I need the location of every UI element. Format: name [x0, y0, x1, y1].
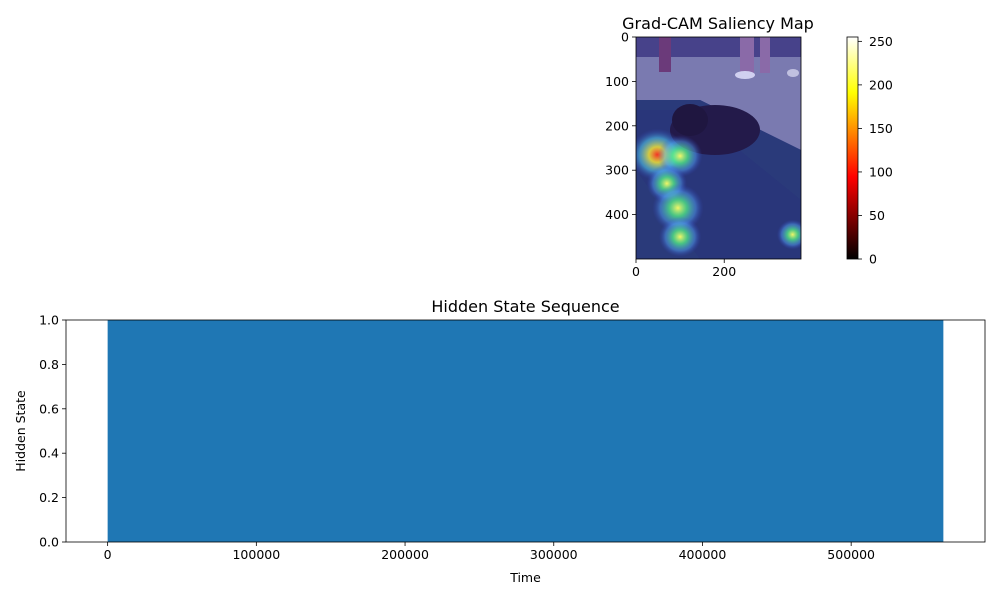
saliency-y-tick-label: 0: [621, 30, 629, 45]
saliency-y-tick-label: 200: [605, 118, 629, 133]
hs-x-tick-label: 0: [104, 547, 112, 562]
hs-x-tick-label: 500000: [827, 547, 875, 562]
saliency-y-tick-label: 100: [605, 74, 629, 89]
saliency-hotspot-4: [658, 216, 702, 257]
hs-x-tick-label: 400000: [679, 547, 727, 562]
colorbar-tick-label: 50: [869, 208, 885, 223]
hs-y-tick-label: 0.6: [39, 401, 59, 416]
saliency-image: [636, 37, 801, 259]
colorbar-tick-label: 100: [869, 164, 893, 179]
colorbar-tick-label: 250: [869, 34, 893, 49]
hidden-state-chart: Hidden State Sequence 0 100000 200000 30000…: [13, 297, 986, 585]
saliency-y-tick-label: 400: [605, 207, 629, 222]
hs-y-tick-label: 0.8: [39, 357, 59, 372]
saliency-y-tick-label: 300: [605, 163, 629, 178]
colorbar-tick-label: 200: [869, 77, 893, 92]
hs-y-tick-label: 0.2: [39, 490, 59, 505]
y-axis-label: Hidden State: [13, 390, 28, 472]
colorbar-tick-label: 150: [869, 121, 893, 136]
x-axis-label: Time: [509, 570, 541, 585]
saliency-x-tick-label: 200: [712, 264, 736, 279]
hs-x-tick-label: 300000: [530, 547, 578, 562]
hidden-state-area: [107, 320, 944, 542]
saliency-x-tick-label: 0: [632, 264, 640, 279]
hs-x-tick-label: 200000: [381, 547, 429, 562]
saliency-title: Grad-CAM Saliency Map: [622, 14, 814, 33]
hs-y-tick-label: 0.4: [39, 446, 59, 461]
saliency-chart: Grad-CAM Saliency Map 0 2000100200300400 …: [605, 14, 893, 279]
hs-x-tick-label: 100000: [232, 547, 280, 562]
colorbar: [846, 36, 859, 260]
saliency-hotspot-5: [776, 219, 801, 250]
hs-y-tick-label: 1.0: [39, 313, 59, 328]
hs-y-tick-label: 0.0: [39, 535, 59, 550]
hidden-state-title: Hidden State Sequence: [431, 297, 619, 316]
colorbar-tick-label: 0: [869, 252, 877, 267]
